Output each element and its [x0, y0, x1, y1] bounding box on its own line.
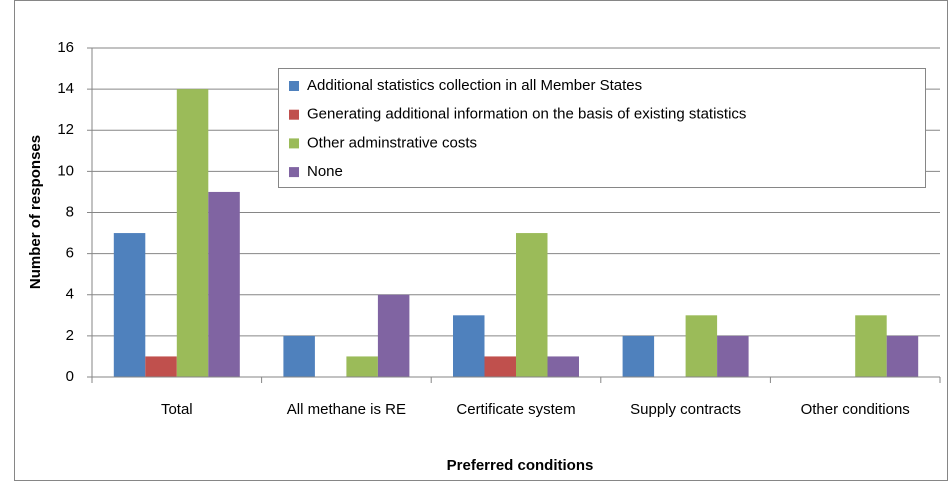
x-tick-label: Other conditions [801, 401, 910, 418]
bar [453, 315, 485, 377]
y-tick-label: 2 [66, 327, 74, 344]
legend-swatch [289, 138, 299, 149]
bar [346, 356, 378, 377]
legend-swatch [289, 167, 299, 178]
y-tick-label: 0 [66, 368, 74, 385]
bar [176, 89, 209, 377]
legend-label: Other adminstrative costs [307, 134, 477, 151]
bar [855, 315, 887, 377]
legend-label: None [307, 163, 343, 180]
bar [208, 191, 240, 377]
legend-label: Generating additional information on the… [307, 106, 746, 123]
bar [685, 315, 718, 377]
bar [886, 335, 919, 377]
legend-label: Additional statistics collection in all … [307, 77, 642, 94]
bar [622, 335, 655, 377]
x-tick-label: Certificate system [456, 401, 575, 418]
bar [717, 335, 749, 377]
y-tick-label: 14 [57, 80, 74, 97]
y-tick-label: 6 [66, 245, 74, 262]
y-tick-label: 4 [66, 286, 74, 303]
y-tick-label: 8 [66, 203, 74, 220]
y-tick-label: 16 [57, 39, 74, 56]
y-tick-label: 10 [57, 162, 74, 179]
bar [547, 356, 579, 377]
bar [516, 233, 548, 377]
bar [283, 335, 315, 377]
legend-swatch [289, 109, 299, 120]
x-axis-title: Preferred conditions [447, 457, 594, 474]
legend-box [278, 68, 926, 188]
bar [113, 233, 146, 377]
bar [377, 294, 410, 377]
y-axis-title: Number of responses [27, 135, 44, 289]
legend-swatch [289, 81, 299, 91]
y-tick-label: 12 [57, 121, 74, 138]
x-tick-label: Total [161, 401, 193, 418]
x-tick-label: Supply contracts [630, 401, 741, 418]
bar [484, 356, 516, 377]
x-tick-label: All methane is RE [287, 401, 406, 418]
bar [145, 356, 177, 377]
